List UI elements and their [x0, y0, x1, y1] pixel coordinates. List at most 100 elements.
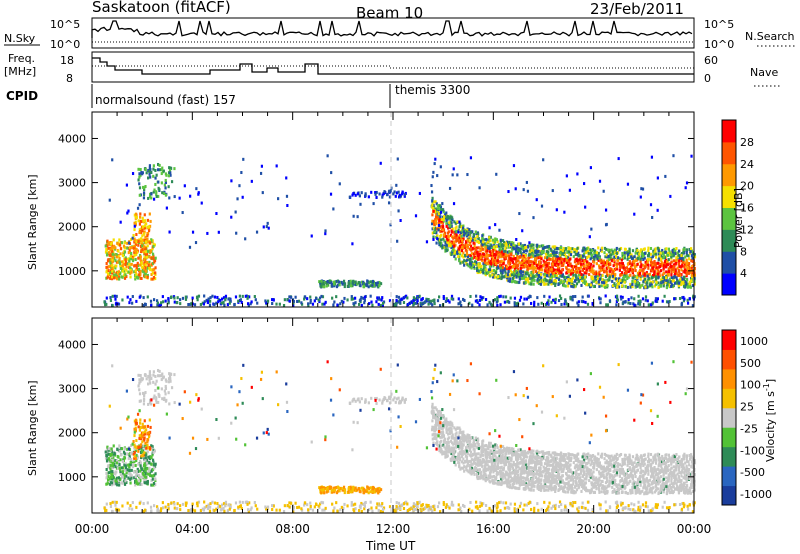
power-echo [654, 249, 657, 253]
power-echo [162, 300, 165, 304]
nsky-label: N.Sky [4, 32, 36, 45]
power-echo [673, 297, 676, 301]
power-echo [477, 257, 480, 261]
power-echo [498, 264, 502, 268]
power-echo [127, 251, 130, 255]
power-echo [679, 280, 682, 284]
velocity-echo [134, 479, 137, 483]
power-echo [581, 249, 584, 253]
velocity-echo [136, 482, 140, 486]
velocity-echo [133, 450, 136, 454]
power-echo [682, 284, 686, 288]
velocity-echo [341, 488, 344, 492]
power-echo [534, 257, 537, 261]
power-echo [359, 202, 362, 206]
power-echo [142, 219, 145, 223]
power-echo [496, 256, 499, 260]
power-echo [309, 295, 312, 299]
power-echo [485, 268, 488, 272]
power-echo [122, 269, 126, 273]
power-echo [582, 262, 585, 266]
power-echo [555, 261, 558, 265]
power-echo [414, 297, 417, 301]
power-echo [241, 294, 244, 298]
power-echo [458, 220, 461, 224]
power-echo [476, 300, 479, 304]
velocity-echo [510, 447, 513, 451]
velocity-echo [129, 460, 132, 464]
velocity-echo [158, 369, 161, 373]
power-echo [543, 294, 546, 298]
power-echo [352, 297, 355, 301]
power-echo [478, 298, 482, 302]
power-echo [566, 263, 570, 267]
power-echo [454, 221, 457, 225]
power-echo [683, 260, 686, 264]
power-echo [439, 215, 442, 219]
velocity-echo [121, 475, 124, 479]
power-echo [542, 244, 545, 248]
velocity-echo [123, 447, 126, 451]
power-echo [500, 250, 503, 254]
power-echo [444, 216, 447, 220]
power-echo [297, 299, 301, 303]
velocity-echo [155, 396, 158, 400]
power-echo [118, 238, 121, 242]
power-echo [542, 259, 545, 263]
power-echo [540, 268, 543, 272]
power-echo [659, 251, 662, 255]
power-echo [121, 264, 124, 268]
power-echo [450, 297, 453, 301]
power-echo [539, 262, 542, 266]
power-echo [628, 251, 631, 255]
power-echo [148, 266, 151, 270]
power-echo [597, 251, 600, 255]
power-echo [356, 282, 359, 286]
velocity-echo [139, 418, 142, 422]
velocity-echo [151, 445, 154, 449]
power-echo [455, 239, 458, 243]
velocity-echo [143, 463, 146, 467]
power-echo [470, 260, 474, 264]
power-echo [569, 296, 572, 300]
velocity-echo [359, 490, 362, 494]
power-echo [489, 274, 492, 278]
velocity-echo [111, 451, 114, 455]
power-echo [599, 301, 602, 305]
power-echo [492, 264, 495, 268]
velocity-echo [133, 470, 136, 474]
power-echo [464, 231, 467, 235]
velocity-echo [112, 444, 115, 448]
velocity-echo [451, 424, 454, 428]
power-echo [635, 283, 639, 287]
velocity-echo [356, 488, 359, 492]
power-echo [543, 245, 546, 249]
power-echo [510, 280, 514, 284]
power-echo [593, 284, 597, 288]
power-echo [380, 298, 383, 302]
power-echo [557, 247, 561, 251]
power-echo [389, 189, 392, 193]
power-echo [181, 211, 184, 215]
power-echo [593, 249, 596, 253]
power-echo [475, 294, 478, 298]
power-echo [677, 273, 680, 277]
power-echo [454, 236, 457, 240]
power-echo [693, 255, 697, 259]
power-echo [540, 204, 544, 208]
power-echo [379, 282, 383, 286]
velocity-echo [111, 477, 114, 481]
power-echo [321, 302, 324, 306]
power-echo [678, 256, 681, 260]
power-echo [420, 298, 423, 302]
power-echo [500, 271, 503, 275]
power-echo [577, 300, 580, 304]
power-echo [467, 239, 470, 243]
power-echo [551, 264, 554, 268]
power-echo [472, 254, 476, 258]
power-echo [661, 299, 664, 303]
power-echo [388, 189, 391, 193]
power-echo [138, 222, 141, 226]
power-echo [582, 247, 585, 251]
